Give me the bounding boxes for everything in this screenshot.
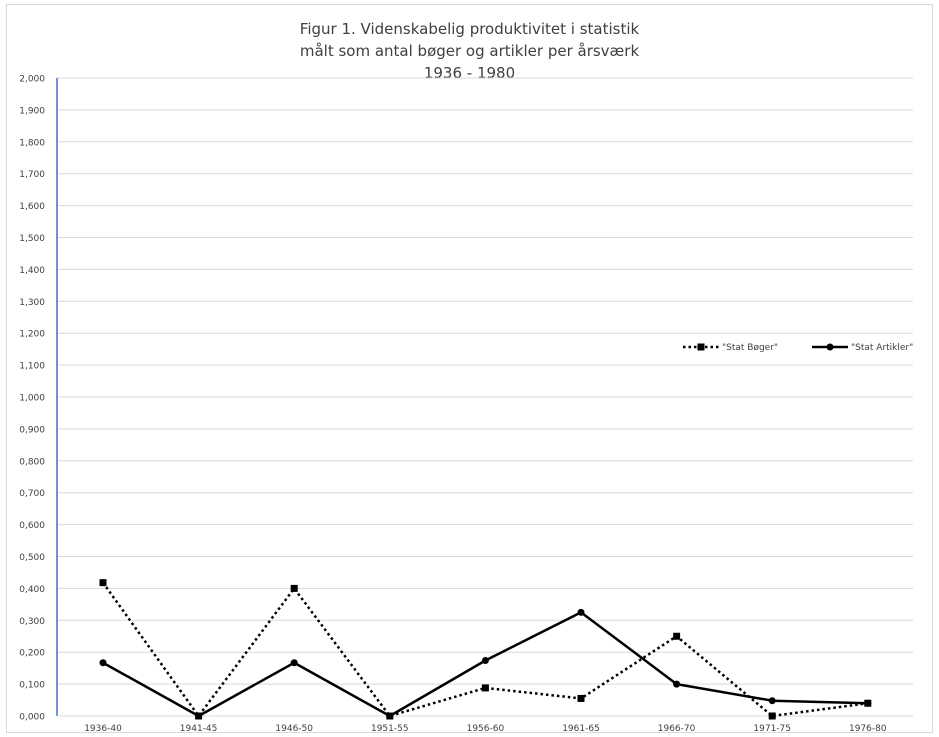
y-tick-label: 0,400	[19, 585, 45, 595]
legend-marker-square	[697, 343, 705, 351]
data-point-circle	[577, 608, 585, 616]
y-tick-label: 1,800	[19, 138, 45, 148]
data-point-circle	[481, 656, 489, 664]
chart-title-line-2: målt som antal bøger og artikler per års…	[299, 42, 640, 60]
data-point-circle	[673, 680, 681, 688]
y-tick-label: 0,000	[19, 713, 45, 723]
data-point-circle	[386, 712, 394, 720]
data-point-square	[768, 712, 776, 720]
gridlines	[56, 77, 913, 717]
y-tick-label: 0,200	[19, 649, 45, 659]
data-point-circle	[195, 712, 203, 720]
x-tick-label: 1966-70	[658, 724, 696, 734]
legend: "Stat Bøger" "Stat Artikler"	[683, 343, 913, 353]
y-tick-label: 1,900	[19, 106, 45, 116]
x-tick-label: 1941-45	[180, 724, 218, 734]
x-tick-label: 1971-75	[753, 724, 791, 734]
y-tick-label: 2,000	[19, 75, 45, 85]
data-point-square	[577, 694, 585, 702]
series-line-0	[101, 581, 868, 718]
chart-frame	[6, 4, 933, 733]
x-tick-label: 1961-65	[562, 724, 600, 734]
data-point-square	[290, 584, 298, 592]
data-point-circle	[768, 697, 776, 705]
y-tick-label: 0,800	[19, 457, 45, 467]
y-tick-label: 0,900	[19, 425, 45, 435]
x-tick-label: 1936-40	[84, 724, 122, 734]
x-tick-label: 1976-80	[849, 724, 887, 734]
x-tick-label: 1946-50	[275, 724, 313, 734]
data-point-square	[481, 684, 489, 692]
y-tick-label: 1,200	[19, 330, 45, 340]
y-tick-label: 1,000	[19, 394, 45, 404]
x-tick-label: 1956-60	[467, 724, 505, 734]
y-tick-label: 0,300	[19, 617, 45, 627]
legend-marker-circle	[826, 343, 834, 351]
y-tick-label: 0,700	[19, 489, 45, 499]
y-axis-ticks: 0,000 0,100 0,200 0,300 0,400 0,500 0,600 0,700…	[19, 75, 45, 723]
x-tick-label: 1951-55	[371, 724, 409, 734]
x-axis-ticks: 1936-40 1941-45 1946-50 1951-55 1956-60 1961-…	[84, 724, 887, 734]
data-point-circle	[864, 699, 872, 707]
y-tick-label: 1,100	[19, 362, 45, 372]
y-tick-label: 0,100	[19, 681, 45, 691]
series-group	[99, 579, 872, 720]
y-tick-label: 0,600	[19, 521, 45, 531]
chart-title-line-1: Figur 1. Videnskabelig produktivitet i s…	[299, 20, 640, 38]
y-tick-label: 0,500	[19, 553, 45, 563]
data-point-square	[673, 632, 681, 640]
data-point-circle	[99, 659, 107, 667]
data-point-circle	[290, 659, 298, 667]
y-tick-label: 1,500	[19, 234, 45, 244]
y-tick-label: 1,400	[19, 266, 45, 276]
y-tick-label: 1,300	[19, 298, 45, 308]
y-tick-label: 1,600	[19, 202, 45, 212]
legend-label-0: "Stat Bøger"	[722, 343, 778, 353]
legend-label-1: "Stat Artikler"	[851, 343, 913, 353]
y-tick-label: 1,700	[19, 170, 45, 180]
data-point-square	[99, 579, 107, 587]
